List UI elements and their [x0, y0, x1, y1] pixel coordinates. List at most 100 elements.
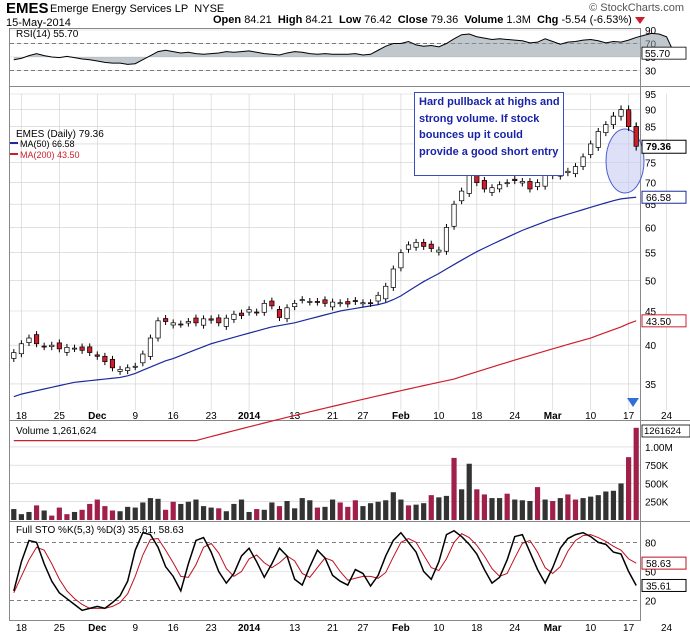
candle-body	[87, 346, 93, 353]
volume-bar	[33, 505, 40, 520]
price-x-tick-label: 10	[433, 411, 445, 422]
volume-bar	[284, 501, 290, 520]
candle-body	[512, 178, 518, 181]
candle-body	[201, 318, 207, 326]
volume-bar	[238, 499, 245, 520]
volume-bar	[383, 500, 389, 520]
open-value: 84.21	[244, 14, 272, 26]
candle-body	[299, 299, 305, 301]
volume-bar	[626, 457, 632, 520]
volume-legend: Volume 1,261,624	[16, 426, 97, 437]
volume-bar	[208, 507, 214, 520]
candle-body	[132, 365, 138, 368]
candle-body	[459, 190, 465, 202]
ma200-legend: MA(200) 43.50	[20, 150, 80, 160]
ma200-line	[13, 320, 637, 442]
volume-bar	[49, 515, 55, 520]
candle-body	[314, 301, 320, 303]
candle-body	[481, 180, 487, 190]
price-x-tick-label: 17	[623, 411, 635, 422]
volume-bar	[413, 504, 419, 520]
sto-x-tick-label: Feb	[392, 623, 410, 632]
candle-body	[443, 227, 449, 252]
volume-bar	[481, 494, 487, 520]
sto-d-line	[13, 533, 637, 609]
candle-body	[421, 241, 427, 247]
volume-label: Volume	[464, 14, 504, 26]
volume-bar	[140, 502, 146, 520]
sto-k-last-value-label: 35.61	[646, 581, 671, 592]
candle-body	[34, 334, 40, 345]
volume-bar	[474, 489, 480, 520]
volume-bar	[572, 499, 579, 520]
volume-bar	[185, 501, 191, 520]
sto-d-last-value-box	[641, 556, 687, 570]
candle-body	[261, 303, 267, 313]
volume-bar	[261, 509, 267, 520]
ma200-last-value-box	[641, 314, 687, 328]
price-x-tick-label: 27	[357, 411, 369, 422]
volume-bar	[223, 511, 229, 520]
candle-body	[390, 268, 396, 288]
candle-body	[352, 300, 358, 302]
volume-bar	[193, 499, 199, 520]
price-x-tick-label: 25	[54, 411, 66, 422]
candle-body	[542, 174, 548, 187]
volume-bar	[565, 494, 571, 520]
volume-bar	[512, 499, 518, 520]
volume-bar	[519, 500, 525, 520]
sto-d-last-value-label: 58.63	[646, 559, 671, 570]
volume-bar	[147, 498, 154, 520]
company-label: Emerge Energy Services LP	[50, 3, 189, 15]
candle-body	[41, 345, 47, 348]
rsi-last-value-label: 55.70	[645, 49, 670, 60]
volume-bar	[41, 510, 47, 520]
rsi-last-value-box	[641, 46, 687, 60]
price-x-tick-label: 10	[585, 411, 597, 422]
volume-bar	[292, 508, 298, 520]
rsi-area	[13, 33, 675, 65]
low-value: 76.42	[364, 14, 392, 26]
ma200-last-value-label: 43.50	[646, 317, 671, 328]
price-x-tick-label: 16	[168, 411, 180, 422]
candle-body	[360, 302, 366, 305]
rsi-legend: RSI(14) 55.70	[16, 29, 79, 40]
price-tick-label: 65	[645, 200, 657, 211]
candle-body	[193, 317, 199, 324]
volume-last-value-label: 1261624	[644, 426, 681, 437]
price-x-tick-label: Feb	[392, 411, 410, 422]
candle-body	[216, 317, 222, 324]
candle-body	[307, 301, 313, 303]
volume-bar	[163, 509, 169, 520]
candle-body	[26, 337, 32, 343]
rsi-line	[13, 32, 675, 65]
price-x-tick-label: 24	[661, 411, 673, 422]
volume-bar	[580, 498, 586, 520]
price-tick-label: 85	[645, 122, 657, 133]
sto-x-tick-label: 27	[357, 623, 369, 632]
candle-body	[64, 347, 70, 353]
volume-bar	[216, 508, 222, 520]
candle-body	[292, 303, 298, 307]
high-value: 84.21	[305, 14, 333, 26]
candle-body	[436, 249, 442, 253]
volume-bar	[451, 457, 457, 520]
price-tick-label: 55	[645, 249, 657, 260]
volume-bar	[610, 490, 617, 520]
volume-bar	[489, 498, 495, 520]
candle-body	[603, 124, 609, 133]
price-tick-label: 50	[645, 276, 657, 287]
candle-body	[223, 317, 229, 327]
volume-bar	[155, 498, 161, 520]
candle-body	[269, 300, 275, 307]
volume-bar	[102, 506, 108, 520]
rsi-tick-label: 30	[645, 67, 657, 78]
candle-body	[527, 181, 533, 190]
candle-body	[489, 187, 495, 193]
volume-bar	[459, 489, 465, 520]
sto-x-tick-label: 18	[16, 623, 28, 632]
volume-bar	[18, 514, 24, 520]
volume-bar	[56, 507, 62, 520]
sto-k-last-value-box	[641, 578, 687, 592]
